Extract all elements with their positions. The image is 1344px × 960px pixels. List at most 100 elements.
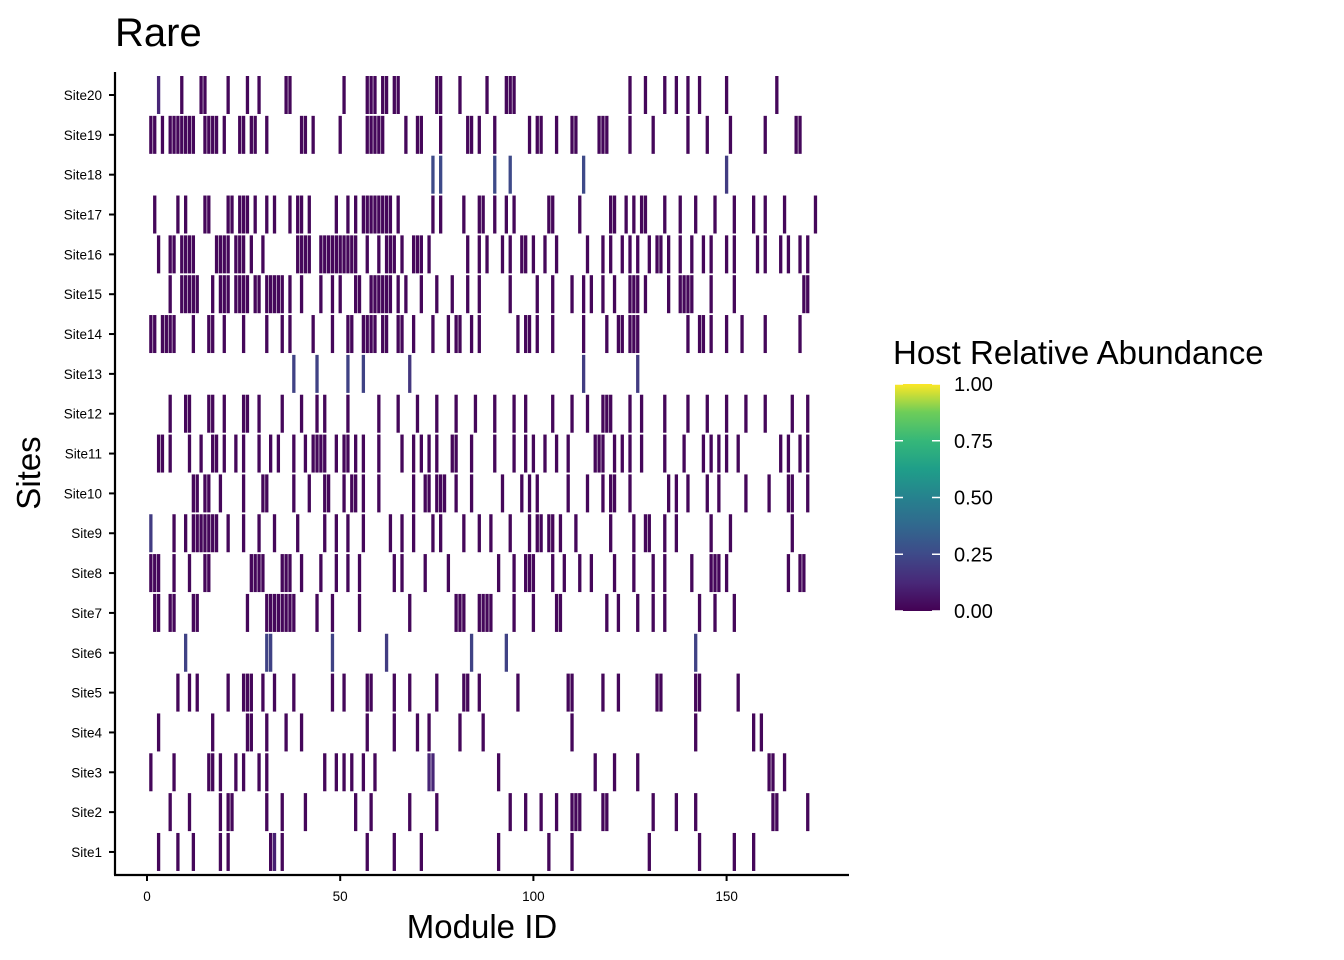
heatmap-cell <box>272 593 277 632</box>
heatmap-cell <box>574 115 578 154</box>
heatmap-cell <box>187 394 192 433</box>
heatmap-cell <box>508 76 512 114</box>
heatmap-cell <box>798 315 802 354</box>
heatmap-cell <box>462 593 466 632</box>
heatmap-cell <box>203 76 207 114</box>
heatmap-cell <box>752 713 756 752</box>
heatmap-cell <box>481 593 485 632</box>
heatmap-cell <box>524 434 528 473</box>
heatmap-cell <box>284 713 288 752</box>
heatmap-cell <box>674 793 679 832</box>
heatmap-cell <box>612 554 617 593</box>
heatmap-cell <box>388 195 393 234</box>
heatmap-cell <box>527 315 532 354</box>
y-tick-label: Site13 <box>64 367 102 382</box>
heatmap-cell <box>338 235 342 274</box>
heatmap-cell <box>168 434 172 473</box>
heatmap-cell <box>284 76 288 114</box>
heatmap-cell <box>806 793 810 832</box>
heatmap-cell <box>674 76 679 114</box>
heatmap-cell <box>597 115 601 154</box>
heatmap-cell <box>496 753 501 792</box>
heatmap-cell <box>226 793 230 832</box>
heatmap-cell <box>156 593 161 632</box>
heatmap-cell <box>396 76 400 114</box>
heatmap-cell <box>601 673 605 712</box>
heatmap-cell <box>176 673 180 712</box>
heatmap-cell <box>512 554 516 593</box>
heatmap-cell <box>156 76 161 114</box>
heatmap-cell <box>168 275 172 314</box>
heatmap-cell <box>435 474 439 513</box>
heatmap-cell <box>775 76 779 114</box>
heatmap-cell <box>632 275 636 314</box>
heatmap-cell <box>191 235 196 274</box>
heatmap-cell <box>183 115 188 154</box>
heatmap-cell <box>643 76 648 114</box>
heatmap-cell <box>806 434 810 473</box>
heatmap-cell <box>326 235 331 274</box>
heatmap-cell <box>709 275 713 314</box>
heatmap-cell <box>400 235 404 274</box>
heatmap-cell <box>191 115 196 154</box>
heatmap-cell <box>678 195 682 234</box>
heatmap-cell <box>547 195 551 234</box>
heatmap-cell <box>415 394 420 433</box>
heatmap-cell <box>628 394 632 433</box>
y-tick-label: Site20 <box>64 88 102 103</box>
heatmap-cell <box>373 275 377 314</box>
heatmap-cell <box>601 394 605 433</box>
heatmap-cell <box>241 673 246 712</box>
heatmap-cell <box>686 315 690 354</box>
heatmap-cell <box>690 275 694 314</box>
heatmap-cell <box>280 315 284 354</box>
heatmap-cell <box>342 753 346 792</box>
heatmap-cell <box>160 315 165 354</box>
heatmap-cell <box>524 394 528 433</box>
heatmap-cell <box>241 235 246 274</box>
heatmap-cell <box>199 434 203 473</box>
heatmap-cell <box>798 235 802 274</box>
heatmap-cell <box>666 474 671 513</box>
heatmap-cell <box>466 673 470 712</box>
heatmap-cell <box>265 753 269 792</box>
heatmap-cell <box>581 354 586 393</box>
heatmap-cell <box>724 434 729 473</box>
x-axis: 0 50 100 150 <box>114 873 849 904</box>
heatmap-cell <box>431 514 435 553</box>
heatmap-cell <box>551 514 555 553</box>
heatmap-cell <box>752 832 756 871</box>
heatmap-cell <box>245 713 250 752</box>
heatmap-cell <box>493 195 497 234</box>
heatmap-cell <box>639 195 644 234</box>
heatmap-cell <box>427 474 431 513</box>
heatmap-cell <box>806 275 810 314</box>
heatmap-cell <box>396 315 400 354</box>
heatmap-cell <box>323 235 327 274</box>
heatmap-cell <box>705 115 709 154</box>
heatmap-cell <box>477 275 481 314</box>
heatmap-cell <box>574 514 578 553</box>
heatmap-cell <box>361 315 366 354</box>
heatmap-cell <box>280 593 284 632</box>
heatmap-cell <box>535 474 539 513</box>
heatmap-cell <box>222 434 226 473</box>
heatmap-cell <box>570 713 574 752</box>
heatmap-cell <box>354 474 358 513</box>
heatmap-cell <box>763 315 767 354</box>
heatmap-cell <box>593 753 597 792</box>
heatmap-cell <box>211 115 215 154</box>
heatmap-cell <box>238 235 242 274</box>
heatmap-cell <box>381 76 385 114</box>
heatmap-cell <box>466 115 470 154</box>
y-tick-label: Site5 <box>71 686 102 701</box>
heatmap-cell <box>520 235 524 274</box>
heatmap-cell <box>732 593 736 632</box>
heatmap-cell <box>462 514 466 553</box>
y-tick-label: Site6 <box>71 646 102 661</box>
heatmap-cell <box>686 76 690 114</box>
heatmap-cell <box>713 554 717 593</box>
heatmap-cell <box>195 275 199 314</box>
heatmap-cell <box>628 315 632 354</box>
heatmap-cell <box>435 793 439 832</box>
